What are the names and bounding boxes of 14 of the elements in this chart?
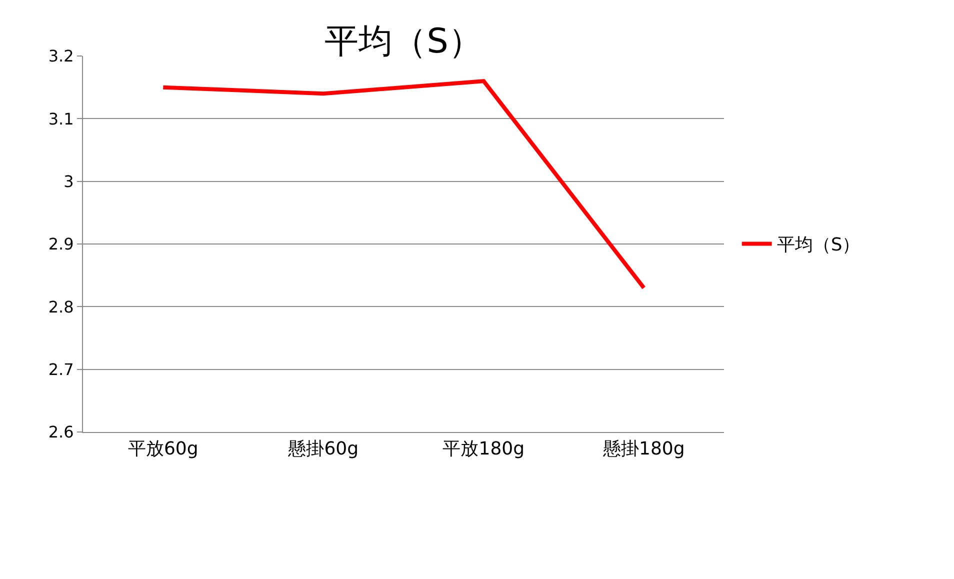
x-tick-label: 平放180g [442, 438, 525, 460]
y-tick-label: 2.9 [48, 234, 74, 254]
x-tick-label: 平放60g [128, 438, 198, 460]
y-tick-label: 2.6 [48, 422, 74, 442]
y-tick-label: 3.2 [48, 46, 74, 66]
y-tick-label: 3 [64, 172, 74, 191]
line-series [161, 79, 646, 290]
chart-title: 平均（S） [324, 21, 482, 62]
y-tick-label: 2.7 [48, 360, 74, 379]
y-tick-label: 3.1 [48, 109, 74, 128]
legend-label: 平均（S） [776, 234, 860, 256]
x-tick-label: 懸掛60g [287, 438, 359, 460]
x-tick-label: 懸掛180g [602, 438, 685, 460]
y-tick-label: 2.8 [48, 297, 74, 316]
